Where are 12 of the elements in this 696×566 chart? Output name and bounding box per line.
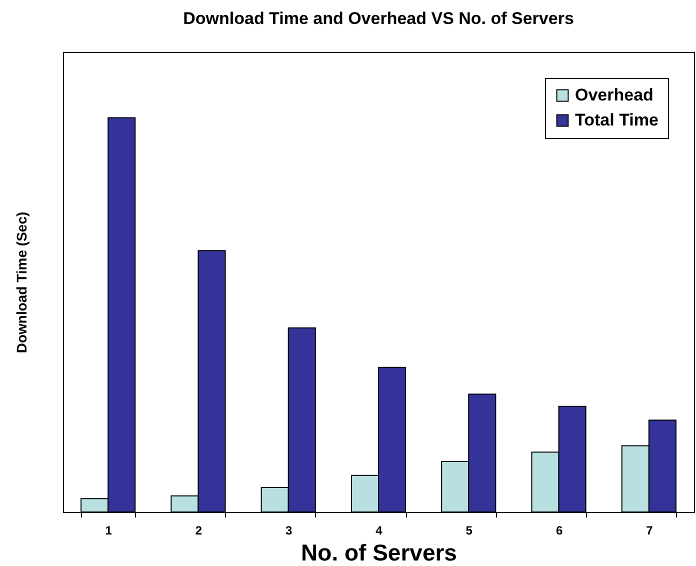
x-tick-label: 1 (105, 524, 112, 538)
legend-label: Total Time (575, 110, 658, 130)
x-tick-label: 6 (556, 524, 563, 538)
x-tick-label: 3 (286, 524, 293, 538)
x-tick-label: 4 (376, 524, 383, 538)
chart-title: Download Time and Overhead VS No. of Servers (183, 9, 574, 28)
x-tick-label: 7 (646, 524, 654, 538)
legend-label: Overhead (575, 86, 654, 104)
x-tick-label: 5 (466, 524, 473, 538)
x-tick-label: 2 (195, 524, 202, 538)
x-axis-title: No. of Servers (301, 540, 457, 566)
y-axis-title: Download Time (Sec) (14, 212, 30, 354)
